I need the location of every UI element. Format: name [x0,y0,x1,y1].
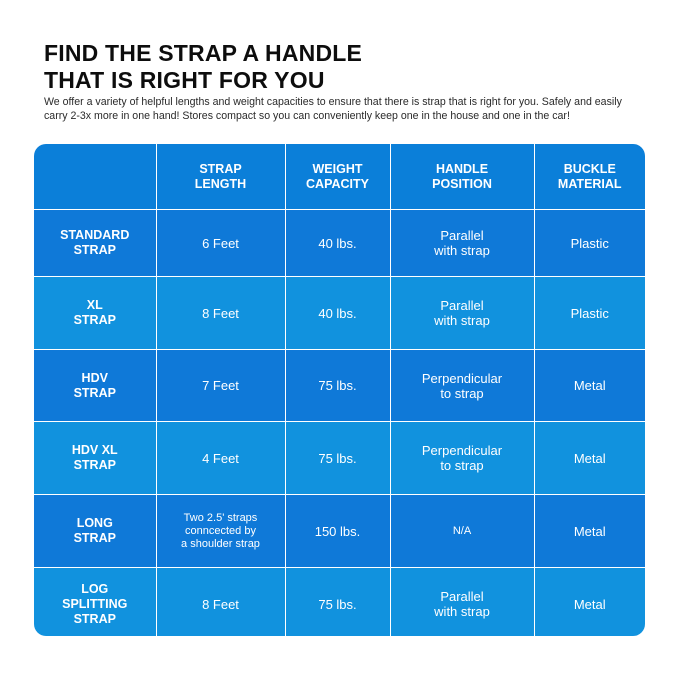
handle-position-cell: Parallel with strap [389,567,535,636]
header-handle-position: HANDLE POSITION [389,144,535,210]
strap-length-cell: 7 Feet [155,349,286,422]
buckle-material-cell: Metal [533,567,645,636]
header-empty-cell [34,144,157,210]
strap-length-cell: 6 Feet [155,209,286,277]
comparison-table: STRAP LENGTH WEIGHT CAPACITY HANDLE POSI… [34,144,645,636]
row-strap-name: LONG STRAP [34,494,157,568]
header-strap-length: STRAP LENGTH [155,144,286,210]
weight-capacity-cell: 75 lbs. [284,421,391,495]
weight-capacity-cell: 40 lbs. [284,209,391,277]
header-buckle-material: BUCKLE MATERIAL [533,144,645,210]
handle-position-cell: Parallel with strap [389,209,535,277]
row-strap-name: LOG SPLITTING STRAP [34,567,157,636]
table-row: LONG STRAP Two 2.5' straps conncected by… [34,494,645,568]
table-row: HDV STRAP 7 Feet 75 lbs. Perpendicular t… [34,349,645,422]
handle-position-cell: Perpendicular to strap [389,349,535,422]
buckle-material-cell: Metal [533,421,645,495]
table-row: XL STRAP 8 Feet 40 lbs. Parallel with st… [34,276,645,350]
handle-position-cell: N/A [389,494,535,568]
weight-capacity-cell: 40 lbs. [284,276,391,350]
buckle-material-cell: Plastic [533,209,645,277]
buckle-material-cell: Metal [533,349,645,422]
strap-length-cell: 8 Feet [155,567,286,636]
page-subtitle: We offer a variety of helpful lengths an… [44,96,622,122]
buckle-material-cell: Metal [533,494,645,568]
table-row: STANDARD STRAP 6 Feet 40 lbs. Parallel w… [34,209,645,277]
page-title: FIND THE STRAP A HANDLE THAT IS RIGHT FO… [44,40,363,93]
row-strap-name: HDV XL STRAP [34,421,157,495]
strap-length-cell: 4 Feet [155,421,286,495]
handle-position-cell: Parallel with strap [389,276,535,350]
buckle-material-cell: Plastic [533,276,645,350]
weight-capacity-cell: 75 lbs. [284,349,391,422]
row-strap-name: STANDARD STRAP [34,209,157,277]
table-header-row: STRAP LENGTH WEIGHT CAPACITY HANDLE POSI… [34,144,645,210]
handle-position-cell: Perpendicular to strap [389,421,535,495]
strap-length-cell: 8 Feet [155,276,286,350]
header-weight-capacity: WEIGHT CAPACITY [284,144,391,210]
table-row: LOG SPLITTING STRAP 8 Feet 75 lbs. Paral… [34,567,645,636]
weight-capacity-cell: 150 lbs. [284,494,391,568]
row-strap-name: XL STRAP [34,276,157,350]
table-row: HDV XL STRAP 4 Feet 75 lbs. Perpendicula… [34,421,645,495]
strap-length-cell: Two 2.5' straps conncected by a shoulder… [155,494,286,568]
weight-capacity-cell: 75 lbs. [284,567,391,636]
row-strap-name: HDV STRAP [34,349,157,422]
